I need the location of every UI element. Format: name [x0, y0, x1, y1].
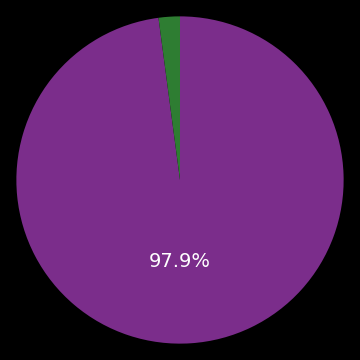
Text: 97.9%: 97.9%: [149, 252, 211, 271]
Wedge shape: [158, 16, 180, 180]
Wedge shape: [16, 16, 344, 344]
